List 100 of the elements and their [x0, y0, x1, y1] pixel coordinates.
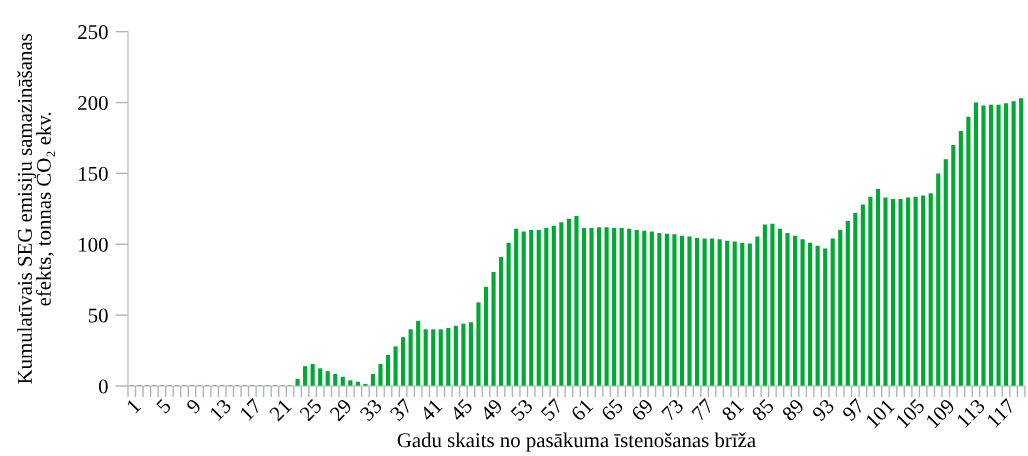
- y-tick-label: 250: [78, 25, 108, 40]
- bar: [393, 346, 398, 386]
- x-tick-label: 85: [751, 398, 775, 422]
- bar: [845, 220, 850, 386]
- x-tick-label: 41: [419, 398, 443, 422]
- y-tick-label: 150: [79, 166, 108, 181]
- bar: [642, 230, 647, 386]
- bar: [890, 198, 896, 386]
- bar: [792, 235, 798, 386]
- bar: [1004, 103, 1009, 386]
- bar: [566, 218, 571, 386]
- bar: [1019, 98, 1024, 386]
- bar: [544, 227, 549, 386]
- bar: [604, 227, 609, 386]
- x-tick-label: 105: [895, 398, 926, 429]
- x-tick-label: 37: [389, 398, 414, 422]
- x-tick-label: 65: [600, 398, 624, 422]
- bar: [679, 235, 685, 386]
- bar: [318, 368, 323, 386]
- bar: [808, 242, 813, 386]
- bar: [672, 234, 677, 386]
- bar: [936, 173, 941, 386]
- bar: [823, 248, 828, 386]
- x-tick-label: 33: [359, 398, 383, 422]
- bar: [649, 231, 654, 386]
- bar: [762, 224, 767, 386]
- x-tick-label: 69: [630, 398, 655, 422]
- bar: [408, 329, 413, 386]
- x-tick-label: 13: [209, 398, 232, 421]
- y-tick-label: 100: [79, 237, 108, 252]
- bar: [453, 325, 458, 386]
- x-tick-label: 77: [691, 398, 715, 422]
- y-tick-label: 0: [98, 379, 108, 394]
- bar: [928, 193, 933, 386]
- bar: [385, 354, 391, 386]
- bar: [514, 228, 519, 386]
- bar: [853, 213, 858, 386]
- bar: [664, 233, 669, 386]
- bar: [446, 327, 451, 386]
- y-tick-label: 200: [78, 95, 108, 110]
- bar: [875, 189, 881, 386]
- x-tick-label: 21: [268, 398, 292, 422]
- bar: [732, 241, 737, 386]
- x-tick-label: 97: [841, 398, 866, 422]
- bar: [476, 302, 481, 386]
- bar: [860, 204, 865, 386]
- x-tick-label: 53: [510, 398, 534, 422]
- bar: [906, 197, 911, 386]
- bar: [996, 104, 1001, 386]
- bar: [536, 230, 541, 386]
- bar: [921, 195, 926, 386]
- bar: [966, 116, 971, 386]
- x-tick-label: 1: [126, 398, 142, 414]
- bar: [883, 197, 888, 386]
- bar: [325, 371, 330, 386]
- bar: [627, 228, 632, 386]
- x-tick-label: 5: [155, 398, 172, 414]
- x-axis-title: Gadu skaits no pasākuma īstenošanas brīža: [397, 432, 756, 452]
- bar: [725, 240, 730, 386]
- bar: [747, 243, 752, 386]
- bar: [755, 236, 760, 386]
- bar: [574, 215, 579, 386]
- bar: [438, 329, 443, 386]
- bar: [815, 245, 820, 386]
- bar: [943, 159, 948, 386]
- bar: [581, 227, 587, 386]
- x-tick-label: 93: [811, 398, 835, 422]
- bar: [596, 227, 602, 386]
- bar: [551, 225, 556, 386]
- x-tick-label: 73: [661, 398, 685, 422]
- bar: [612, 227, 617, 386]
- x-tick-label: 113: [956, 398, 986, 428]
- bar: [619, 227, 624, 386]
- bar: [589, 227, 594, 386]
- bar: [416, 320, 421, 386]
- bar: [800, 239, 805, 386]
- bar: [378, 364, 383, 386]
- bar: [401, 337, 406, 386]
- bar: [838, 230, 843, 386]
- bar: [898, 198, 903, 386]
- x-tick-label: 89: [781, 398, 805, 422]
- bar: [491, 271, 496, 386]
- bar: [868, 196, 873, 386]
- bar: [310, 364, 315, 386]
- bar: [913, 196, 918, 386]
- x-tick-label: 109: [925, 398, 956, 429]
- bar: [461, 323, 466, 386]
- bar: [1011, 101, 1016, 386]
- bar: [529, 230, 534, 386]
- x-tick-label: 49: [479, 398, 504, 422]
- x-tick-label: 57: [540, 398, 564, 422]
- bar: [303, 366, 308, 386]
- bar: [981, 105, 986, 386]
- bar: [740, 242, 745, 386]
- x-tick-label: 81: [720, 398, 745, 422]
- x-tick-label: 17: [239, 398, 263, 421]
- bar: [431, 329, 436, 386]
- x-tick-label: 61: [570, 398, 594, 422]
- bar: [687, 236, 692, 386]
- bar: [830, 238, 835, 386]
